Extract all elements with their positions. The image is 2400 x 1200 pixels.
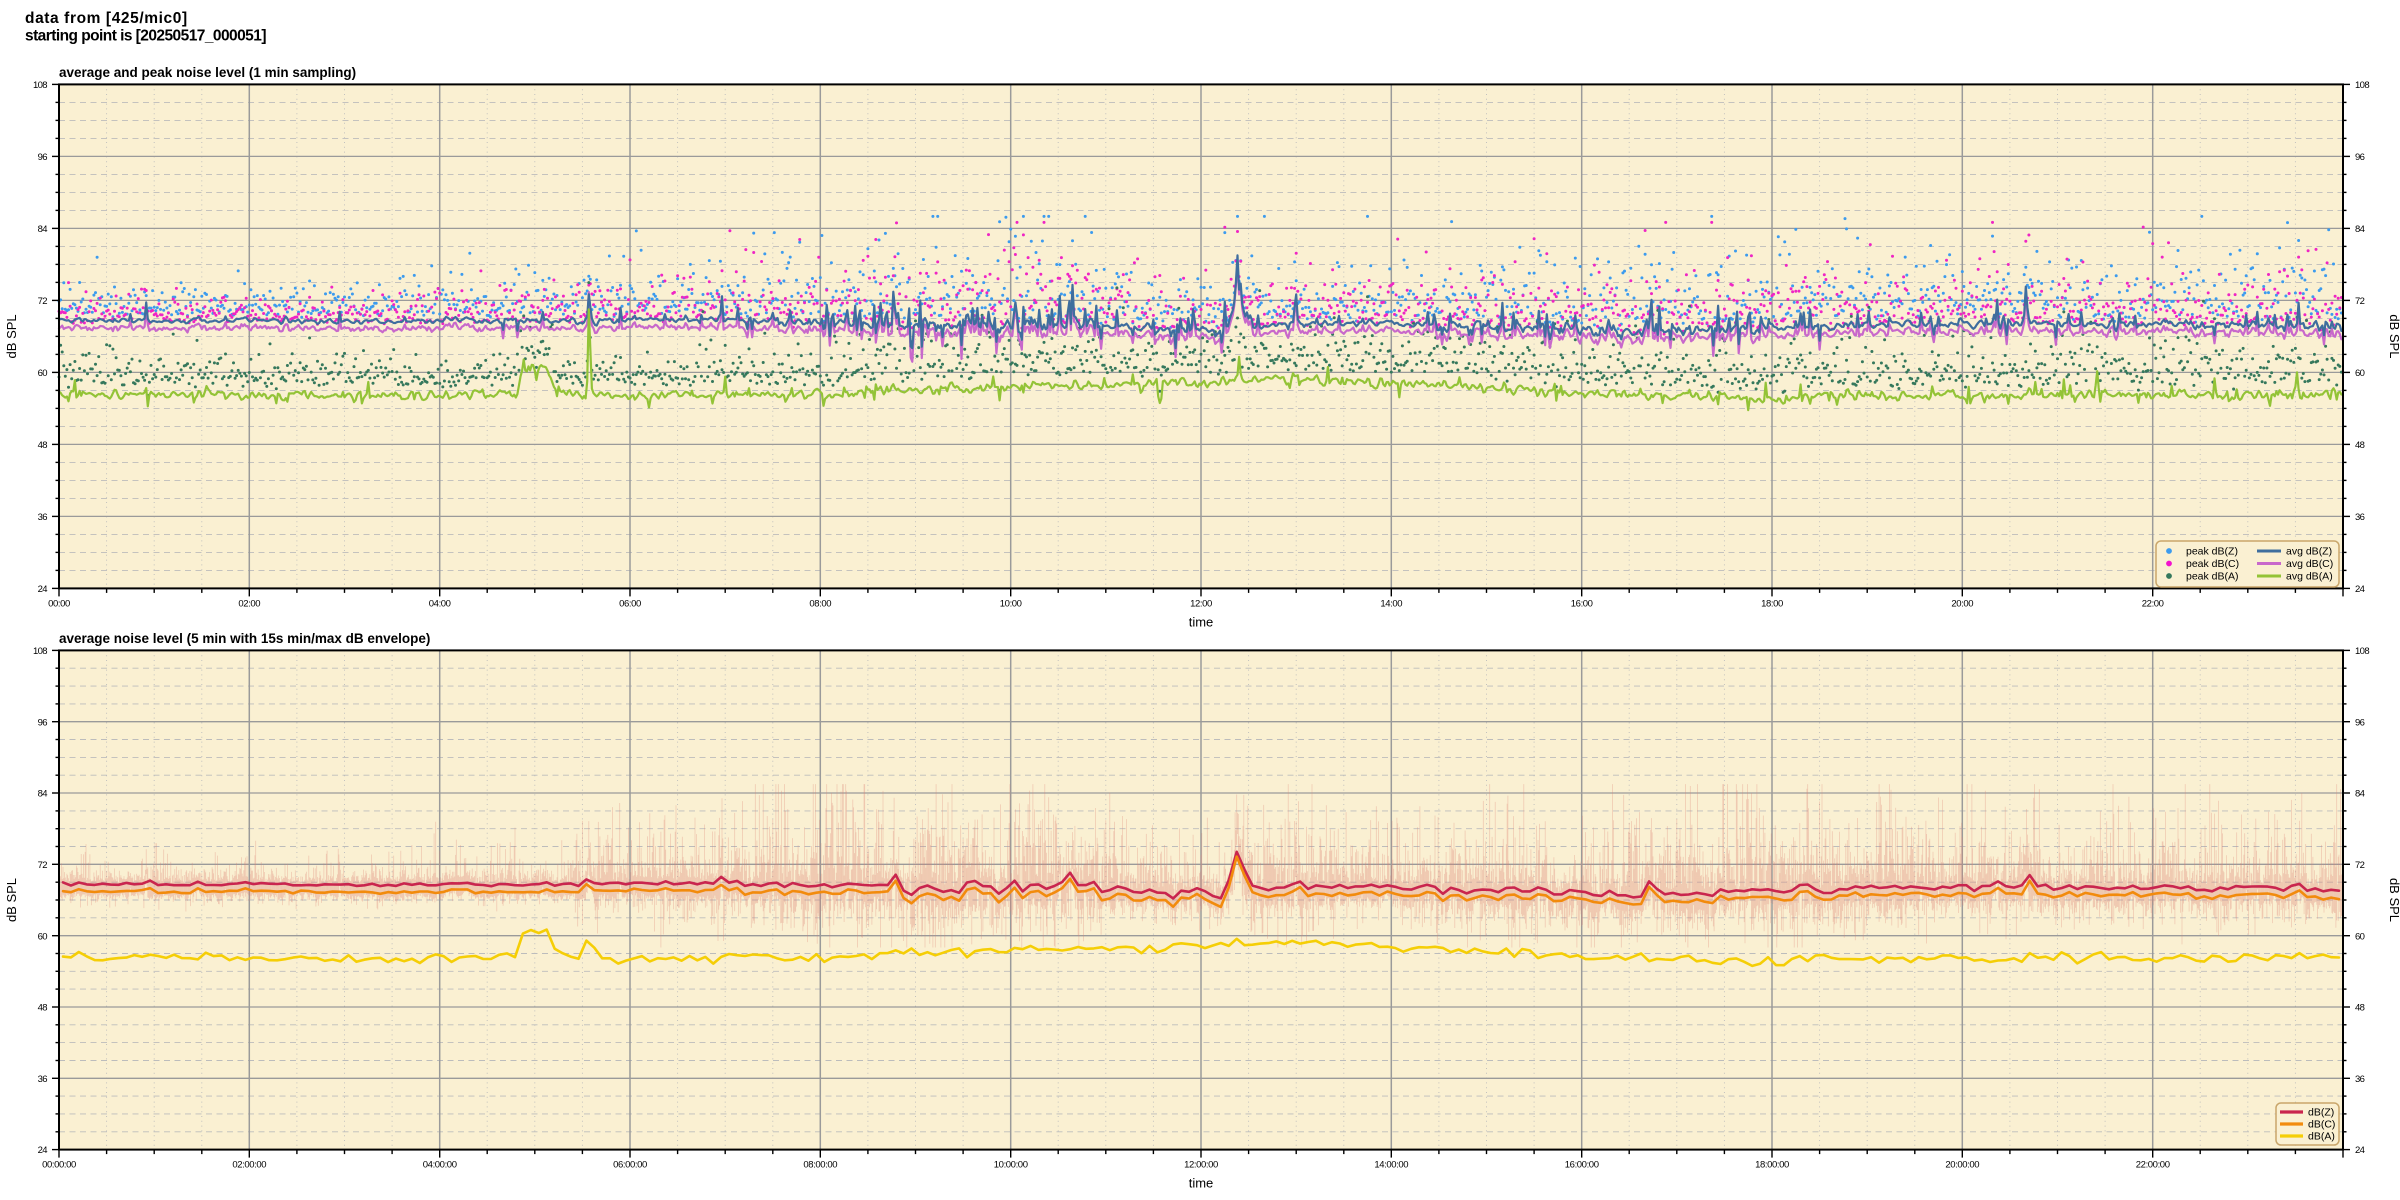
svg-text:60: 60 (38, 931, 48, 942)
svg-text:36: 36 (38, 1074, 48, 1085)
svg-text:06:00:00: 06:00:00 (613, 1160, 647, 1171)
svg-text:24: 24 (38, 584, 48, 595)
svg-text:08:00:00: 08:00:00 (803, 1160, 837, 1171)
svg-text:avg dB(C): avg dB(C) (2286, 558, 2333, 570)
svg-text:12:00: 12:00 (1190, 598, 1212, 609)
svg-text:data from [425/mic0]: data from [425/mic0] (25, 10, 188, 27)
svg-text:48: 48 (38, 1003, 48, 1014)
svg-text:60: 60 (38, 368, 48, 379)
svg-text:96: 96 (38, 152, 48, 163)
svg-text:20:00:00: 20:00:00 (1945, 1160, 1979, 1171)
svg-text:08:00: 08:00 (809, 598, 831, 609)
svg-text:avg dB(A): avg dB(A) (2286, 571, 2333, 583)
svg-text:108: 108 (2355, 80, 2369, 91)
svg-text:18:00: 18:00 (1761, 598, 1783, 609)
svg-text:72: 72 (38, 296, 48, 307)
svg-text:96: 96 (2355, 152, 2365, 163)
svg-text:00:00: 00:00 (48, 598, 70, 609)
svg-text:84: 84 (38, 789, 48, 800)
svg-text:avg dB(Z): avg dB(Z) (2286, 546, 2332, 558)
svg-text:24: 24 (2355, 1145, 2365, 1156)
svg-text:48: 48 (2355, 1003, 2365, 1014)
svg-text:60: 60 (2355, 931, 2365, 942)
svg-text:time: time (1189, 1176, 1214, 1191)
svg-text:108: 108 (33, 646, 47, 657)
svg-text:02:00:00: 02:00:00 (232, 1160, 266, 1171)
svg-text:84: 84 (2355, 789, 2365, 800)
svg-text:14:00: 14:00 (1380, 598, 1402, 609)
svg-text:dB SPL: dB SPL (4, 878, 19, 922)
svg-text:36: 36 (2355, 1074, 2365, 1085)
svg-text:starting point is [20250517_00: starting point is [20250517_000051] (25, 28, 266, 45)
svg-text:24: 24 (38, 1145, 48, 1156)
svg-text:time: time (1189, 614, 1214, 629)
svg-text:06:00: 06:00 (619, 598, 641, 609)
svg-text:average noise level (5 min wit: average noise level (5 min with 15s min/… (59, 631, 430, 646)
svg-text:02:00: 02:00 (238, 598, 260, 609)
svg-text:dB(C): dB(C) (2308, 1119, 2335, 1131)
svg-text:48: 48 (38, 440, 48, 451)
svg-text:10:00:00: 10:00:00 (994, 1160, 1028, 1171)
svg-text:average and peak noise level (: average and peak noise level (1 min samp… (59, 65, 356, 80)
svg-text:16:00: 16:00 (1571, 598, 1593, 609)
svg-text:peak dB(Z): peak dB(Z) (2186, 546, 2238, 558)
svg-text:18:00:00: 18:00:00 (1755, 1160, 1789, 1171)
svg-text:36: 36 (38, 512, 48, 523)
svg-text:84: 84 (38, 224, 48, 235)
svg-text:dB SPL: dB SPL (2387, 314, 2400, 358)
svg-text:dB(Z): dB(Z) (2308, 1107, 2334, 1119)
svg-text:peak dB(C): peak dB(C) (2186, 558, 2239, 570)
svg-text:10:00: 10:00 (1000, 598, 1022, 609)
svg-text:04:00: 04:00 (429, 598, 451, 609)
svg-text:96: 96 (2355, 717, 2365, 728)
svg-text:04:00:00: 04:00:00 (423, 1160, 457, 1171)
svg-text:72: 72 (38, 860, 48, 871)
svg-text:dB SPL: dB SPL (2387, 878, 2400, 922)
svg-text:00:00:00: 00:00:00 (42, 1160, 76, 1171)
svg-text:14:00:00: 14:00:00 (1374, 1160, 1408, 1171)
svg-text:dB(A): dB(A) (2308, 1131, 2335, 1143)
svg-text:96: 96 (38, 717, 48, 728)
svg-text:108: 108 (2355, 646, 2369, 657)
svg-text:60: 60 (2355, 368, 2365, 379)
svg-text:108: 108 (33, 80, 47, 91)
svg-text:22:00: 22:00 (2142, 598, 2164, 609)
svg-text:22:00:00: 22:00:00 (2136, 1160, 2170, 1171)
svg-text:dB SPL: dB SPL (4, 314, 19, 358)
svg-text:48: 48 (2355, 440, 2365, 451)
svg-text:72: 72 (2355, 296, 2365, 307)
svg-text:20:00: 20:00 (1951, 598, 1973, 609)
svg-text:84: 84 (2355, 224, 2365, 235)
svg-text:36: 36 (2355, 512, 2365, 523)
svg-text:24: 24 (2355, 584, 2365, 595)
svg-text:12:00:00: 12:00:00 (1184, 1160, 1218, 1171)
svg-text:72: 72 (2355, 860, 2365, 871)
svg-text:peak dB(A): peak dB(A) (2186, 571, 2239, 583)
svg-text:16:00:00: 16:00:00 (1565, 1160, 1599, 1171)
